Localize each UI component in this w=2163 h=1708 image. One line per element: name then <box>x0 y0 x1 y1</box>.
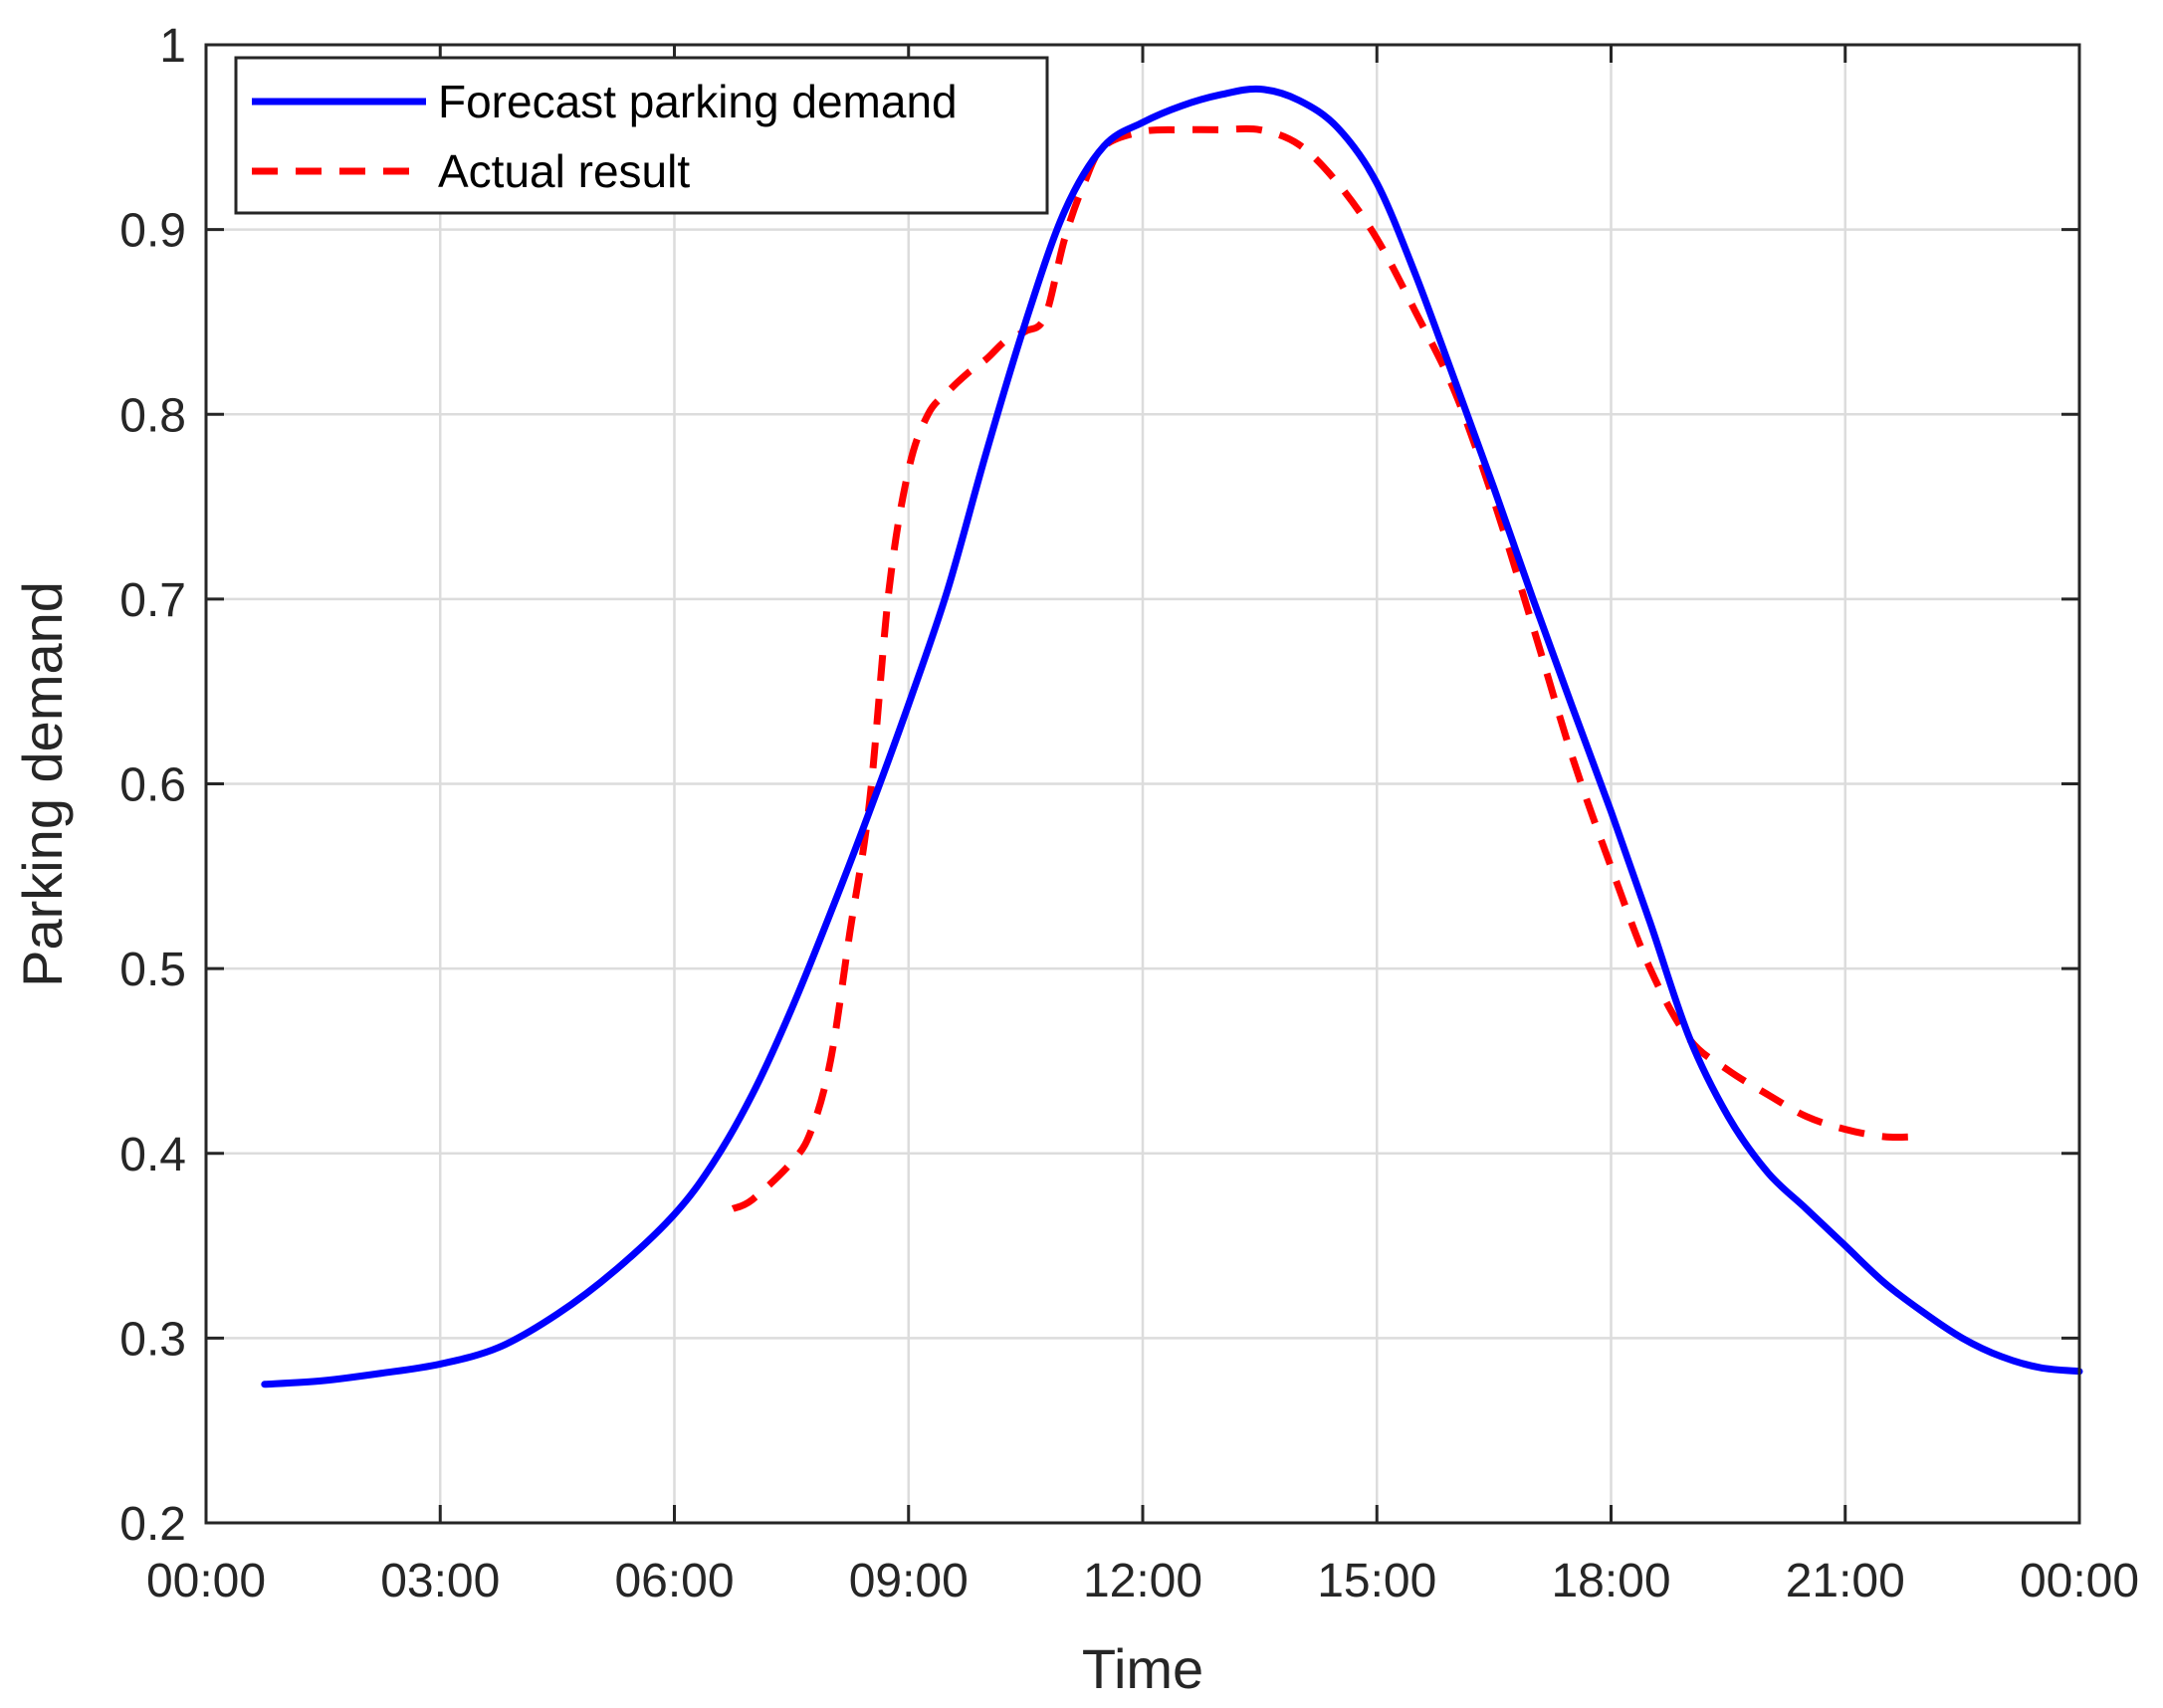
series-line-forecast <box>261 85 2083 1388</box>
x-axis-title: Time <box>1082 1637 1203 1700</box>
y-axis-title: Parking demand <box>11 581 74 987</box>
y-tick-labels: 0.2 0.3 0.4 0.5 0.6 0.7 0.8 0.9 1 <box>119 20 186 1551</box>
x-tick-label: 18:00 <box>1551 1555 1670 1607</box>
legend-label-forecast: Forecast parking demand <box>438 76 958 127</box>
legend: Forecast parking demand Actual result <box>234 56 1049 215</box>
y-tick-label: 1 <box>159 20 186 73</box>
x-tick-label: 03:00 <box>380 1555 500 1607</box>
y-tick-label: 0.5 <box>119 944 186 996</box>
x-tick-label: 15:00 <box>1317 1555 1436 1607</box>
x-tick-label: 12:00 <box>1083 1555 1202 1607</box>
y-tick-label: 0.6 <box>119 759 186 812</box>
y-tick-label: 0.4 <box>119 1129 186 1181</box>
legend-label-actual: Actual result <box>438 145 690 197</box>
x-tick-labels: 00:00 03:00 06:00 09:00 12:00 15:00 18:00 21:00… <box>146 1555 2139 1607</box>
series-layer <box>261 85 2083 1388</box>
y-tick-label: 0.2 <box>119 1498 186 1551</box>
legend-box <box>234 56 1049 215</box>
ticks <box>204 43 2081 1525</box>
y-tick-label: 0.8 <box>119 389 186 442</box>
y-tick-label: 0.3 <box>119 1313 186 1366</box>
x-tick-label: 06:00 <box>614 1555 734 1607</box>
y-tick-label: 0.7 <box>119 574 186 627</box>
x-tick-label: 00:00 <box>2020 1555 2139 1607</box>
y-tick-label: 0.9 <box>119 205 186 258</box>
x-tick-label: 00:00 <box>146 1555 266 1607</box>
x-tick-label: 21:00 <box>1786 1555 1905 1607</box>
grid <box>206 45 2079 1523</box>
series-line-actual <box>731 124 1916 1212</box>
x-tick-label: 09:00 <box>849 1555 969 1607</box>
